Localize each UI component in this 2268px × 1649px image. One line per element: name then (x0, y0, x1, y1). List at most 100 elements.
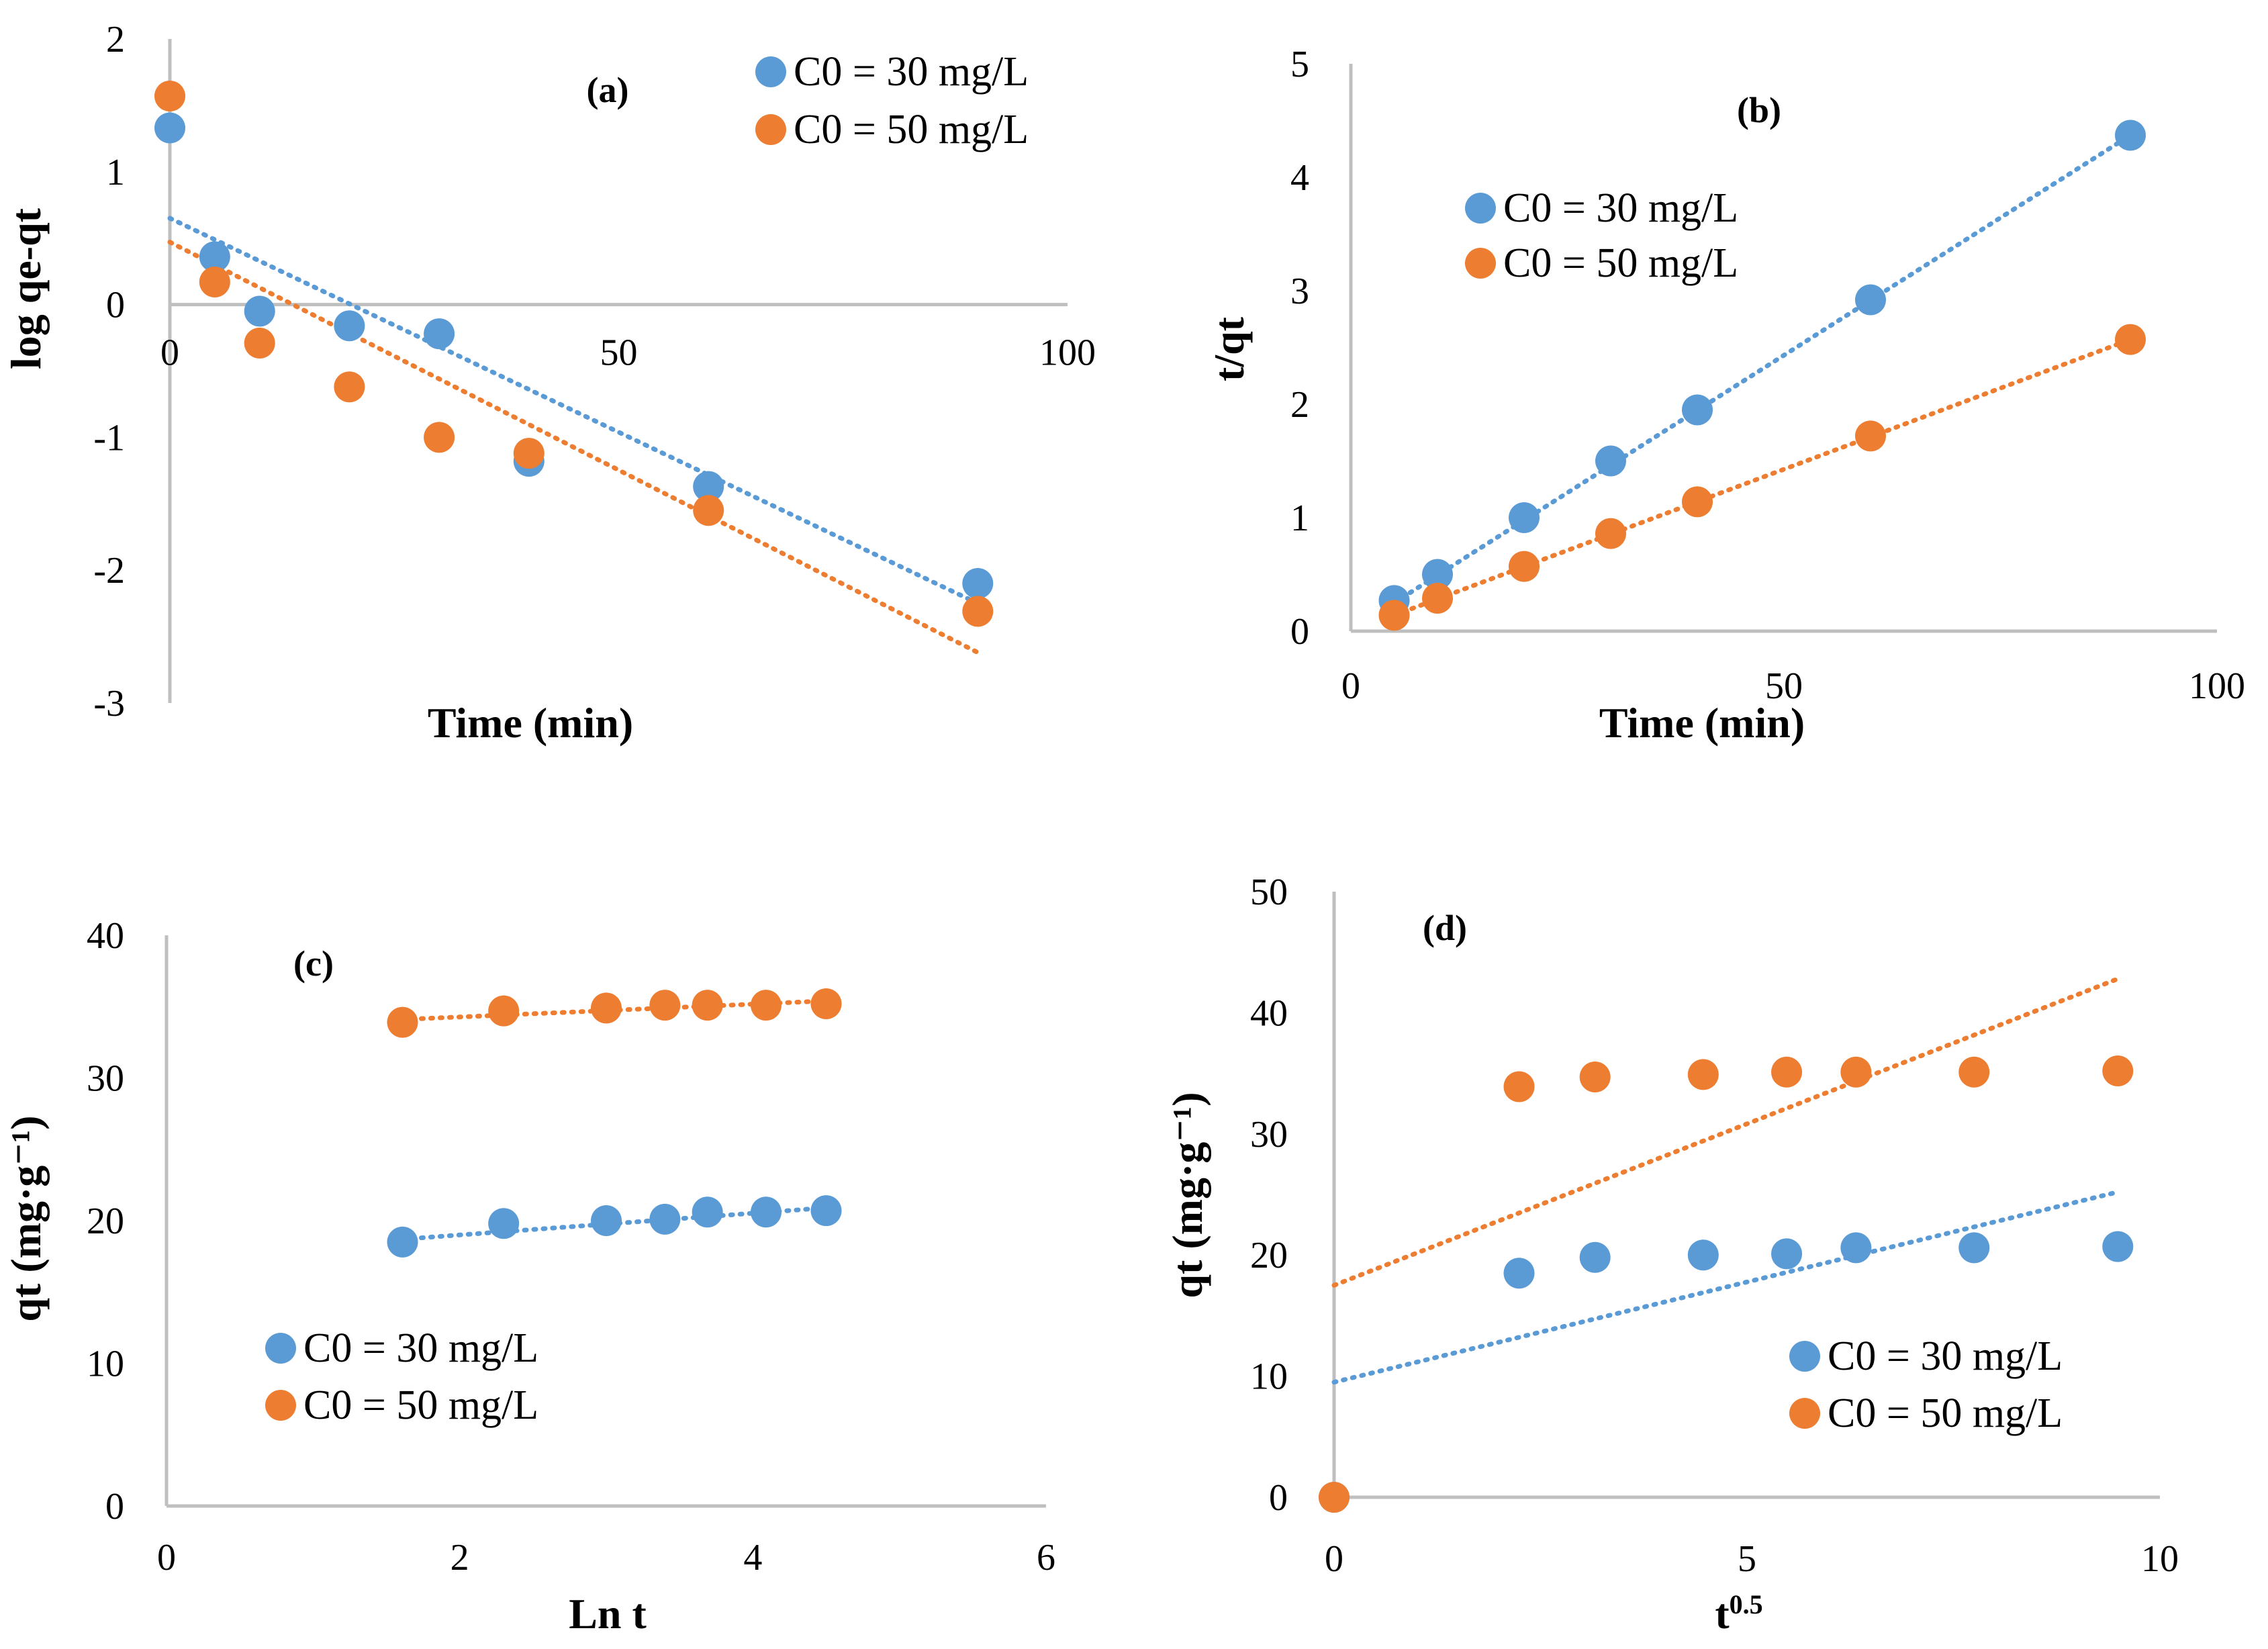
data-point (1958, 1232, 1990, 1264)
data-point (1595, 518, 1626, 549)
legend-entry: C0 = 50 mg/L (1503, 240, 1738, 286)
x-tick-label: 0 (1325, 1538, 1343, 1580)
data-point (649, 1203, 681, 1235)
panel-label: (c) (293, 943, 334, 984)
legend-entry: C0 = 30 mg/L (794, 49, 1029, 95)
y-tick-label: 20 (87, 1200, 124, 1242)
y-tick-label: 20 (1250, 1235, 1288, 1276)
data-point (1840, 1232, 1872, 1264)
legend-entry: C0 = 30 mg/L (1828, 1333, 2063, 1379)
y-tick-label: 40 (1250, 992, 1288, 1034)
y-tick-label: 5 (1290, 44, 1309, 85)
trendline (1331, 976, 2120, 1288)
data-point (199, 241, 230, 273)
trendline (1392, 337, 2133, 618)
data-point (1687, 1059, 1719, 1090)
y-tick-label: 30 (87, 1058, 124, 1100)
legend-marker (755, 56, 786, 87)
data-point (334, 371, 365, 403)
data-point (1855, 420, 1886, 452)
x-axis-title: Time (min) (428, 699, 633, 747)
data-point (810, 988, 842, 1019)
x-tick-label: 100 (2189, 665, 2245, 707)
y-axis-title: qt (mg·g⁻¹) (2, 1115, 50, 1321)
y-tick-label: 0 (105, 1486, 124, 1527)
x-tick-label: 50 (1765, 665, 1803, 707)
x-tick-label: 2 (451, 1537, 469, 1579)
legend-entry: C0 = 50 mg/L (794, 107, 1029, 152)
data-point (1771, 1238, 1803, 1270)
legend-marker (755, 114, 786, 145)
data-point (693, 471, 724, 502)
data-point (199, 266, 230, 297)
data-point (244, 295, 275, 327)
data-point (591, 1205, 622, 1236)
data-point (1422, 582, 1453, 614)
legend-marker (1789, 1341, 1820, 1372)
data-point (154, 112, 185, 144)
y-tick-label: -3 (93, 683, 125, 724)
legend-entry: C0 = 50 mg/L (303, 1382, 538, 1428)
y-tick-label: 1 (1290, 498, 1309, 539)
y-tick-label: 2 (106, 19, 125, 60)
data-point (1682, 394, 1713, 426)
data-point (513, 438, 545, 469)
data-point (810, 1195, 842, 1227)
data-point (424, 318, 455, 350)
data-point (488, 995, 520, 1027)
x-tick-label: 0 (1341, 665, 1360, 707)
panel-c-chart: 40 30 20 10 00 2 4 6 Ln t qt (mg·g⁻¹) (c) C0 = 30 m… (2, 915, 1055, 1638)
data-point (1595, 445, 1626, 477)
data-point (692, 1196, 723, 1228)
y-tick-label: 10 (87, 1344, 124, 1385)
x-tick-label: 100 (1039, 332, 1096, 374)
x-tick-label: 0 (157, 1537, 176, 1579)
data-point (424, 422, 455, 453)
y-axis-title: log qe-qt (2, 207, 50, 369)
data-point (591, 992, 622, 1024)
x-tick-label: 50 (600, 332, 638, 374)
data-point (2115, 324, 2146, 355)
y-tick-label: 10 (1250, 1356, 1288, 1398)
y-tick-label: 0 (1269, 1477, 1288, 1519)
y-tick-label: 4 (1290, 157, 1309, 199)
x-tick-label: 5 (1738, 1538, 1756, 1580)
data-point (1771, 1056, 1803, 1088)
trendline (167, 240, 980, 655)
data-point (1503, 1071, 1535, 1102)
legend-entry: C0 = 30 mg/L (1503, 185, 1738, 231)
x-axis-title: Time (min) (1599, 699, 1805, 747)
data-point (1422, 559, 1453, 590)
data-point (1840, 1056, 1872, 1088)
legend-marker (1465, 248, 1496, 279)
y-tick-label: 40 (87, 915, 124, 957)
x-axis-title: t0.5 (1715, 1589, 1762, 1638)
y-tick-label: -1 (93, 417, 125, 459)
trendline (1331, 1189, 2120, 1385)
legend-entry: C0 = 30 mg/L (303, 1325, 538, 1371)
data-point (750, 1196, 782, 1228)
data-point (1579, 1062, 1611, 1093)
data-point (1378, 600, 1410, 631)
data-point (1509, 502, 1540, 533)
data-point (962, 596, 994, 627)
x-tick-label: 4 (743, 1537, 762, 1579)
y-axis-title: t/qt (1205, 316, 1253, 381)
y-tick-label: 0 (1290, 611, 1309, 653)
legend-entry: C0 = 50 mg/L (1828, 1391, 2063, 1436)
y-tick-label: 1 (106, 152, 125, 193)
legend-marker (1789, 1398, 1820, 1429)
y-tick-label: 3 (1290, 271, 1309, 312)
x-axis-title: Ln t (569, 1590, 647, 1638)
y-tick-label: 50 (1250, 871, 1288, 913)
y-tick-label: 0 (106, 285, 125, 326)
data-point (2115, 120, 2146, 151)
y-axis-title: qt (mg·g⁻¹) (1164, 1092, 1211, 1298)
data-point (1503, 1258, 1535, 1289)
data-point (750, 990, 782, 1021)
data-point (692, 990, 723, 1021)
panel-label: (d) (1423, 908, 1467, 948)
y-tick-label: 30 (1250, 1114, 1288, 1156)
trendline (167, 216, 980, 606)
